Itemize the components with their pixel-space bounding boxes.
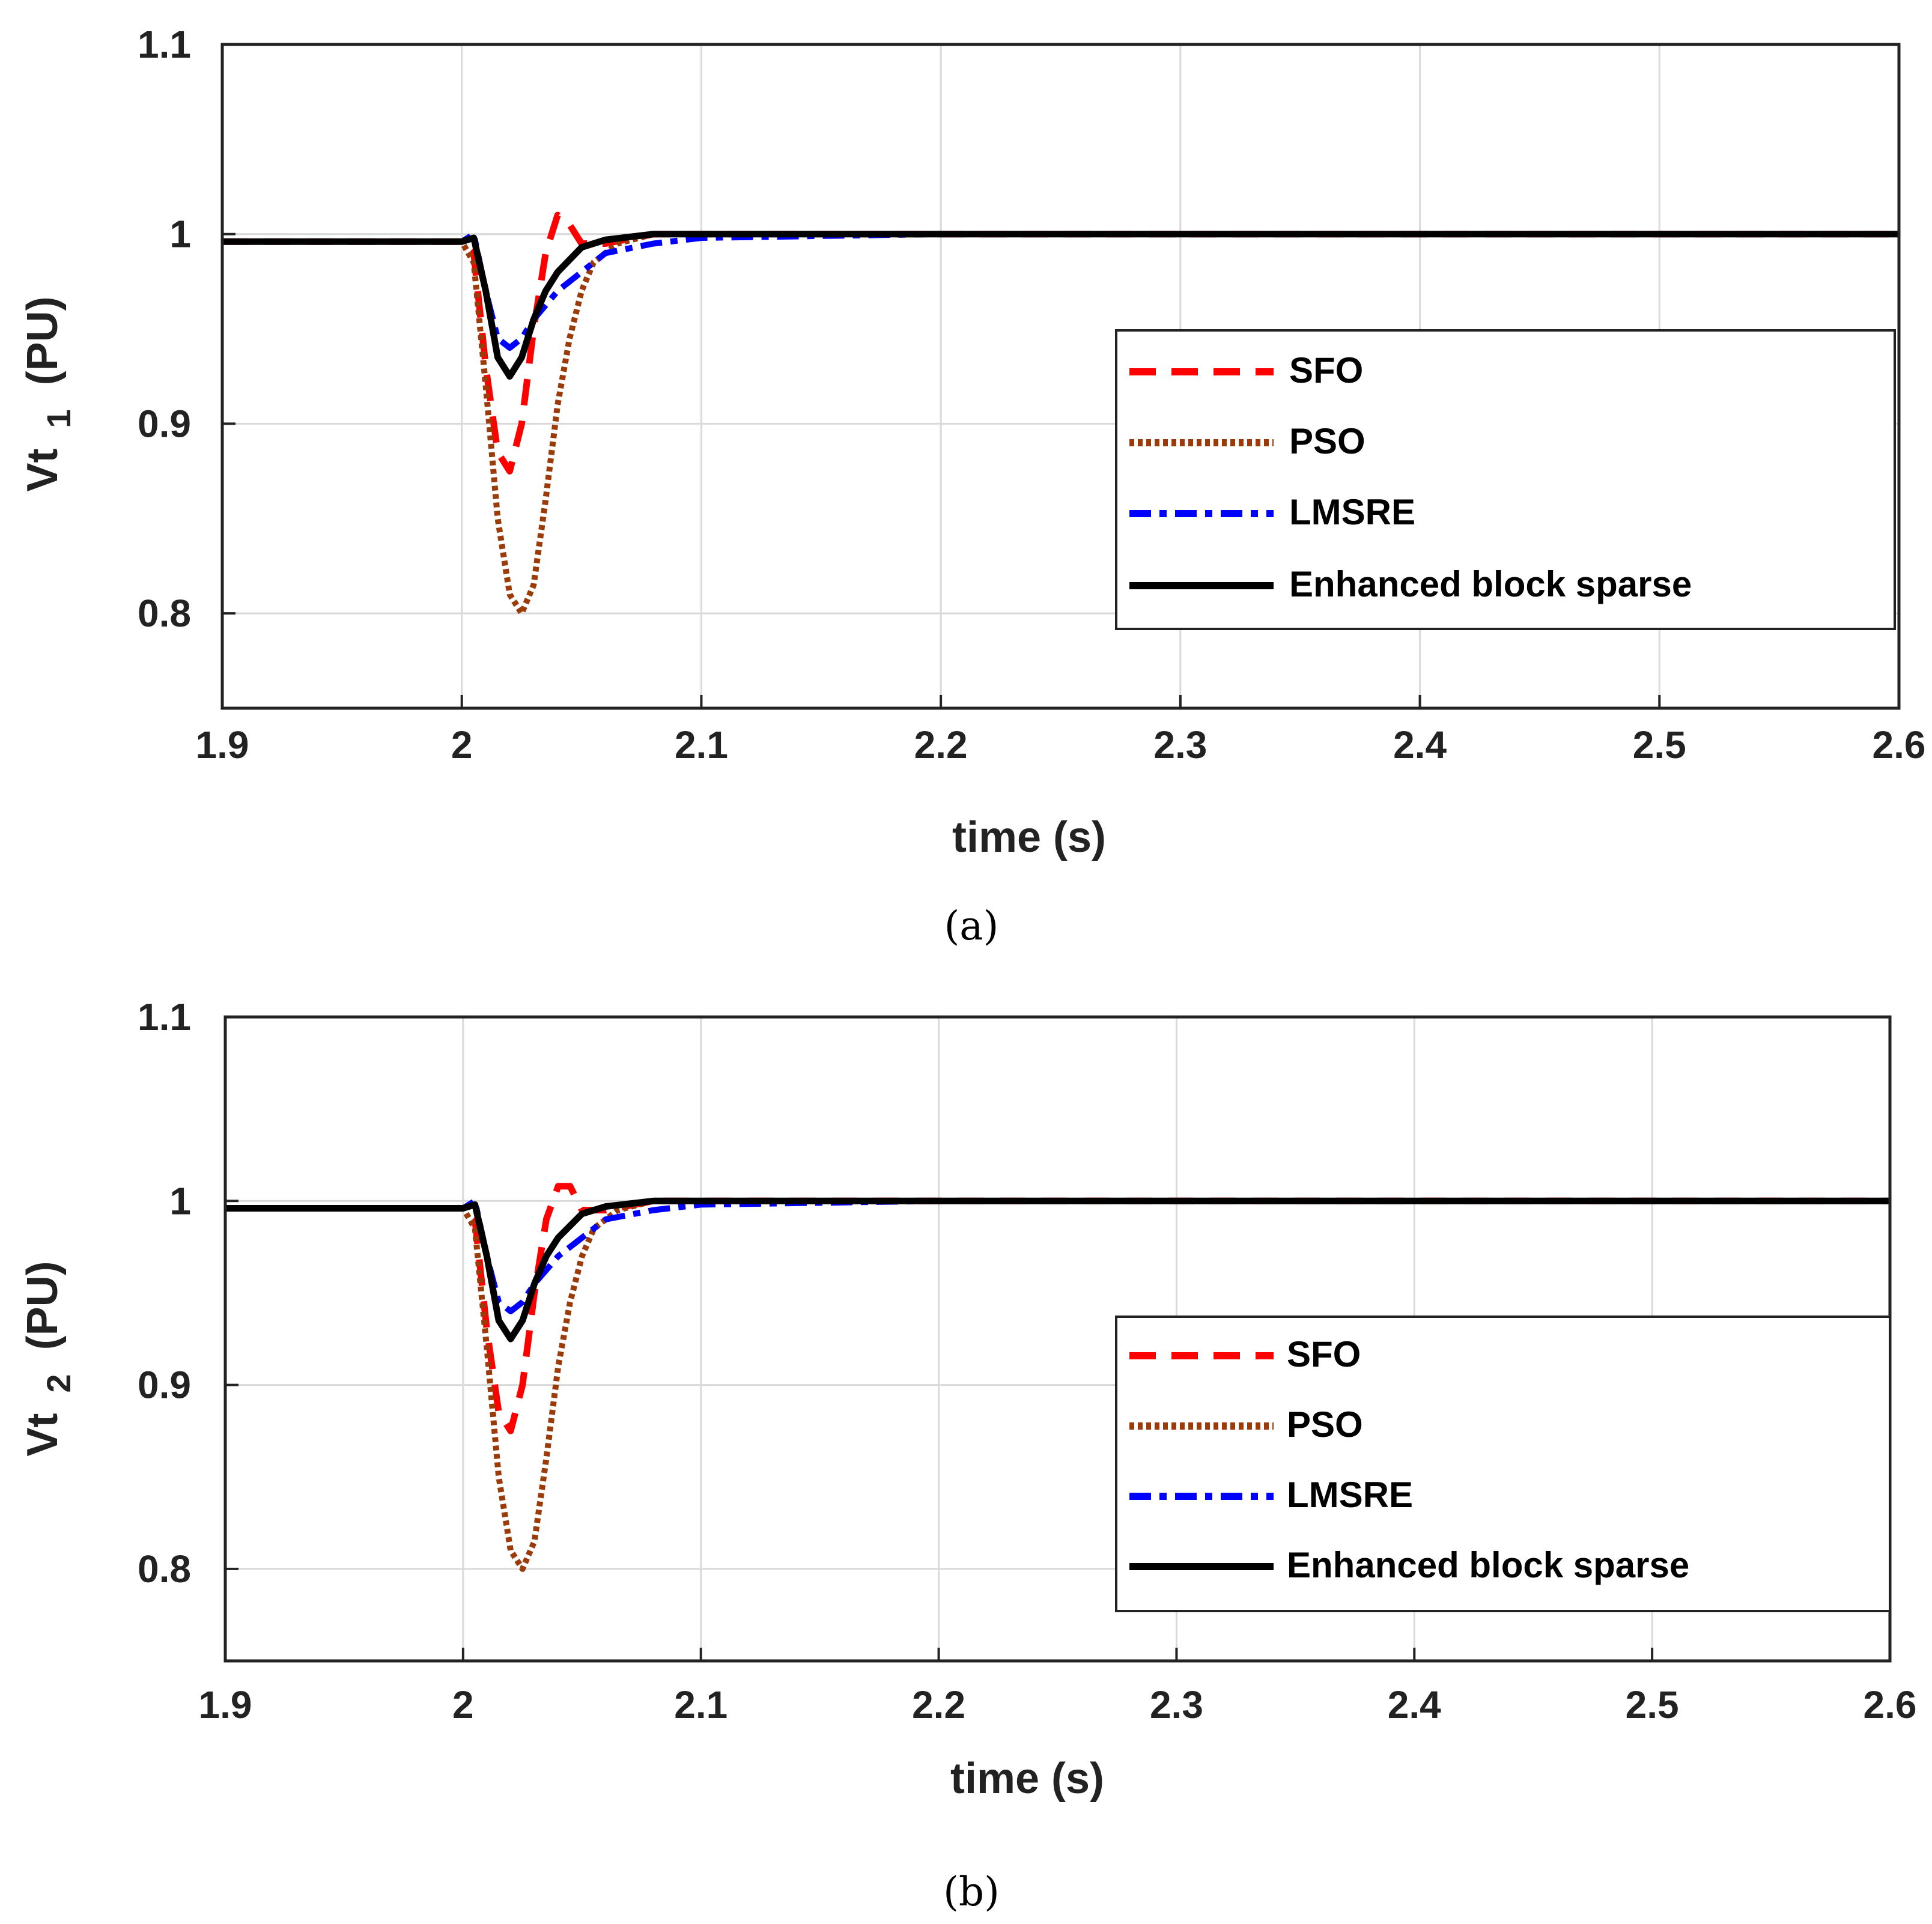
x-tick-label-b: 2.4 xyxy=(1388,1683,1441,1726)
series-group-b xyxy=(225,1183,1890,1572)
chart-panel-a: 1.9 2 2.1 2.2 2.3 2.4 2.5 2.6 0.8 0.9 1 1.1 time (… xyxy=(19,23,1925,949)
x-tick-label-b: 2.2 xyxy=(912,1683,965,1726)
legend-b: SFO PSO LMSRE Enhanced block sparse xyxy=(1115,1316,1891,1612)
x-tick-label-b: 2.5 xyxy=(1626,1683,1679,1726)
legend-box-b xyxy=(1115,1316,1891,1612)
x-tick-label-a: 2.4 xyxy=(1393,723,1447,766)
y-axis-title-main-b: Vt xyxy=(19,1413,67,1457)
y-ticks-b: 0.8 0.9 1 1.1 xyxy=(138,995,238,1591)
x-tick-label-a: 2.6 xyxy=(1873,723,1926,766)
x-axis-title-a: time (s) xyxy=(952,813,1106,861)
legend-label-sfo-b: SFO xyxy=(1287,1334,1361,1374)
x-tick-label-a: 2.3 xyxy=(1153,723,1207,766)
legend-label-sfo-a: SFO xyxy=(1289,350,1363,390)
y-axis-title-unit-b: (PU) xyxy=(19,1261,67,1350)
y-ticks-a: 0.8 0.9 1 1.1 xyxy=(138,23,235,635)
series-line-pso-b xyxy=(225,1198,1890,1572)
svg-text:Vt 2 (PU): Vt 2 (PU) xyxy=(19,1261,80,1456)
x-tick-label-b: 2.1 xyxy=(674,1683,728,1726)
x-tick-label-a: 2.2 xyxy=(914,723,968,766)
x-axis-title-b: time (s) xyxy=(950,1755,1104,1803)
legend-a: SFO PSO LMSRE Enhanced block sparse xyxy=(1115,329,1896,630)
legend-label-ebs-b: Enhanced block sparse xyxy=(1287,1545,1689,1585)
series-line-enhanced-block-sparse-b xyxy=(225,1197,1890,1343)
y-axis-title-unit-a: (PU) xyxy=(19,296,67,385)
legend-box-a xyxy=(1115,329,1896,630)
x-tick-label-a: 2.1 xyxy=(675,723,728,766)
x-tick-label-a: 2 xyxy=(451,723,473,766)
y-tick-label-b: 1 xyxy=(169,1179,191,1222)
x-tick-label-b: 2.3 xyxy=(1150,1683,1203,1726)
x-ticks-a: 1.9 2 2.1 2.2 2.3 2.4 2.5 2.6 xyxy=(196,695,1926,766)
x-tick-label-a: 2.5 xyxy=(1633,723,1686,766)
series-line-lmsre-b xyxy=(225,1198,1890,1315)
y-tick-label-b: 0.9 xyxy=(138,1364,191,1407)
x-ticks-b: 1.9 2 2.1 2.2 2.3 2.4 2.5 2.6 xyxy=(199,1648,1917,1726)
y-tick-label-a: 0.8 xyxy=(138,592,191,635)
x-tick-label-b: 2.6 xyxy=(1864,1683,1917,1726)
series-line-enhanced-block-sparse-a xyxy=(222,231,1899,380)
y-tick-label-b: 0.8 xyxy=(138,1547,191,1591)
y-axis-title-sub-a: 1 xyxy=(40,409,77,428)
x-tick-label-b: 2 xyxy=(452,1683,474,1726)
y-tick-label-b: 1.1 xyxy=(138,995,191,1039)
y-axis-title-main-a: Vt xyxy=(19,449,67,492)
legend-label-lmsre-b: LMSRE xyxy=(1287,1475,1413,1515)
panel-label-b: (b) xyxy=(943,1869,1000,1915)
legend-label-lmsre-a: LMSRE xyxy=(1289,492,1415,532)
svg-text:Vt 1 (PU): Vt 1 (PU) xyxy=(19,296,80,491)
legend-label-ebs-a: Enhanced block sparse xyxy=(1289,564,1692,604)
y-axis-title-sub-b: 2 xyxy=(40,1374,77,1392)
y-tick-label-a: 1.1 xyxy=(138,23,191,66)
panel-label-a: (a) xyxy=(944,903,999,949)
chart-panel-b: 1.9 2 2.1 2.2 2.3 2.4 2.5 2.6 0.8 0.9 1 1.1 time (… xyxy=(19,995,1916,1915)
x-tick-label-a: 1.9 xyxy=(196,723,249,766)
legend-label-pso-b: PSO xyxy=(1287,1404,1363,1445)
x-tick-label-b: 1.9 xyxy=(199,1683,252,1726)
y-tick-label-a: 0.9 xyxy=(138,402,191,445)
y-axis-title-a: Vt 1 (PU) xyxy=(19,296,80,491)
series-group-a xyxy=(222,211,1899,617)
y-tick-label-a: 1 xyxy=(169,213,191,256)
legend-label-pso-a: PSO xyxy=(1289,421,1365,461)
plot-frame-a xyxy=(220,43,1901,710)
y-axis-title-b: Vt 2 (PU) xyxy=(19,1261,80,1456)
